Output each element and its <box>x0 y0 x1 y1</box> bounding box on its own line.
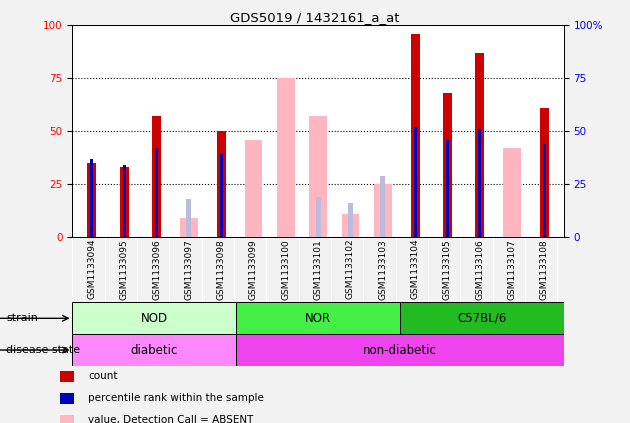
Bar <box>381 176 385 237</box>
Bar <box>120 167 129 237</box>
Bar <box>475 53 484 237</box>
Bar <box>152 116 161 237</box>
Bar <box>540 108 549 237</box>
Text: GSM1133095: GSM1133095 <box>120 239 129 299</box>
Bar <box>236 334 564 366</box>
Bar <box>411 34 420 237</box>
Text: GSM1133094: GSM1133094 <box>88 239 96 299</box>
Text: GSM1133103: GSM1133103 <box>378 239 387 299</box>
Bar <box>244 140 262 237</box>
Bar <box>236 302 400 334</box>
Bar <box>413 127 417 237</box>
Bar <box>446 140 449 237</box>
Text: count: count <box>88 371 118 382</box>
Bar <box>123 165 126 237</box>
Bar <box>478 129 481 237</box>
Text: GSM1133108: GSM1133108 <box>540 239 549 299</box>
Bar <box>155 148 158 237</box>
Text: GSM1133100: GSM1133100 <box>282 239 290 299</box>
Text: GSM1133097: GSM1133097 <box>185 239 193 299</box>
Text: GSM1133105: GSM1133105 <box>443 239 452 299</box>
Text: non-diabetic: non-diabetic <box>363 343 437 357</box>
Text: percentile rank within the sample: percentile rank within the sample <box>88 393 264 404</box>
Bar <box>400 302 564 334</box>
Text: diabetic: diabetic <box>130 343 178 357</box>
Bar <box>374 184 392 237</box>
Text: GSM1133102: GSM1133102 <box>346 239 355 299</box>
Text: GSM1133099: GSM1133099 <box>249 239 258 299</box>
Bar <box>217 131 226 237</box>
Bar <box>316 197 321 237</box>
Bar <box>503 148 521 237</box>
Bar <box>277 78 295 237</box>
Text: C57BL/6: C57BL/6 <box>457 312 507 325</box>
Bar <box>309 116 327 237</box>
Text: value, Detection Call = ABSENT: value, Detection Call = ABSENT <box>88 415 253 423</box>
Bar <box>180 218 198 237</box>
Text: GSM1133096: GSM1133096 <box>152 239 161 299</box>
Text: NOD: NOD <box>140 312 168 325</box>
Text: GSM1133107: GSM1133107 <box>508 239 517 299</box>
Bar <box>341 214 359 237</box>
Bar <box>348 203 353 237</box>
Bar <box>72 334 236 366</box>
Text: NOR: NOR <box>305 312 331 325</box>
Text: disease state: disease state <box>6 345 81 355</box>
Bar <box>443 93 452 237</box>
Text: GDS5019 / 1432161_a_at: GDS5019 / 1432161_a_at <box>230 11 400 24</box>
Text: GSM1133106: GSM1133106 <box>475 239 484 299</box>
Bar <box>90 159 93 237</box>
Text: GSM1133098: GSM1133098 <box>217 239 226 299</box>
Bar <box>543 144 546 237</box>
Bar <box>186 199 192 237</box>
Text: GSM1133104: GSM1133104 <box>411 239 420 299</box>
Text: GSM1133101: GSM1133101 <box>314 239 323 299</box>
Text: strain: strain <box>6 313 38 323</box>
Bar <box>88 163 96 237</box>
Bar <box>219 154 223 237</box>
Bar <box>72 302 236 334</box>
